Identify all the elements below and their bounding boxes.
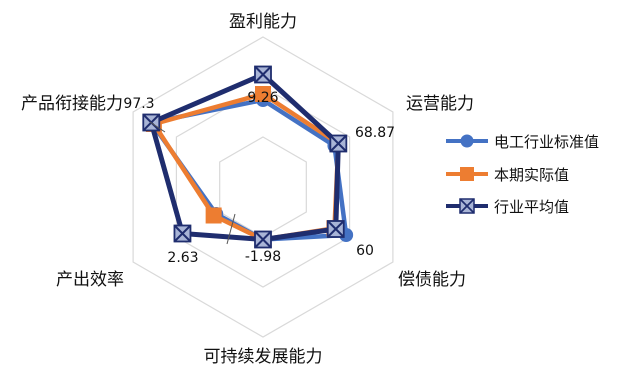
data-label-product-linkage: 97.3 <box>123 96 154 112</box>
legend-label-standard: 电工行业标准值 <box>494 133 599 151</box>
legend-item-average: 行业平均值 <box>446 198 569 216</box>
leader-line-product-linkage <box>149 121 166 133</box>
data-label-sustainability: -1.98 <box>245 249 281 265</box>
axis-label-profitability: 盈利能力 <box>229 12 297 32</box>
legend-label-average: 行业平均值 <box>494 198 569 216</box>
legend: 电工行业标准值 本期实际值 行业平均值 <box>446 133 599 216</box>
marker-average-2 <box>326 220 345 238</box>
legend-label-actual: 本期实际值 <box>494 166 569 184</box>
marker-average-0 <box>254 65 272 84</box>
axis-label-output-efficiency: 产出效率 <box>56 270 124 290</box>
data-label-profitability: 9.26 <box>247 90 278 106</box>
axis-label-operations: 运营能力 <box>406 94 474 114</box>
axis-label-product-linkage: 产品衔接能力 <box>21 94 123 114</box>
axis-label-sustainability: 可持续发展能力 <box>204 347 323 367</box>
data-label-operations: 68.87 <box>355 125 395 141</box>
data-label-output-efficiency: 2.63 <box>167 250 198 266</box>
data-label-solvency: 60 <box>356 243 374 259</box>
axis-label-solvency: 偿债能力 <box>398 270 466 290</box>
series-average <box>142 65 348 249</box>
legend-item-standard: 电工行业标准值 <box>446 133 599 151</box>
leader-line-sustainability <box>226 213 236 245</box>
legend-item-actual: 本期实际值 <box>446 166 569 184</box>
marker-actual-0 <box>255 86 271 102</box>
marker-average-1 <box>329 134 348 153</box>
marker-average-4 <box>173 224 192 243</box>
marker-actual-4 <box>205 207 222 224</box>
marker-average-3 <box>254 230 272 249</box>
grid-ring-2 <box>175 86 351 288</box>
grid-ring-3 <box>132 36 394 338</box>
